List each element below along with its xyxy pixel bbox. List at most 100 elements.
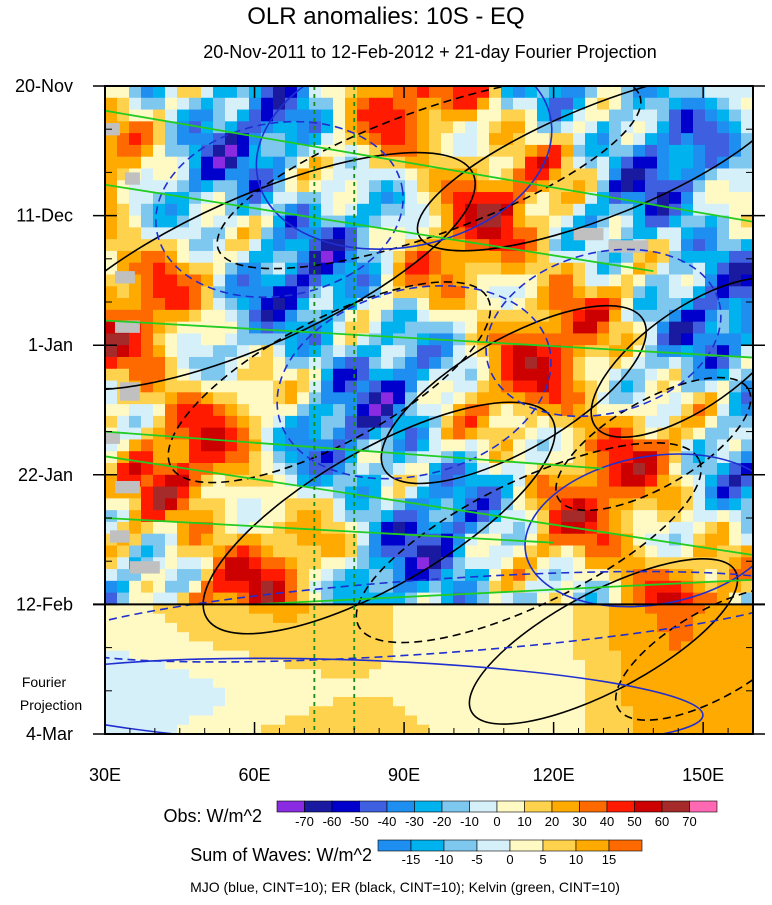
- anomaly-cell: [129, 498, 142, 511]
- anomaly-cell: [657, 380, 670, 393]
- wave-sum-cell: [405, 659, 418, 670]
- anomaly-cell: [297, 498, 310, 511]
- anomaly-cell: [345, 227, 358, 240]
- anomaly-cell: [693, 133, 706, 146]
- anomaly-cell: [441, 262, 454, 276]
- anomaly-cell: [573, 180, 586, 193]
- wave-sum-cell: [729, 706, 742, 717]
- wave-sum-cell: [285, 632, 298, 643]
- anomaly-cell: [285, 498, 298, 511]
- wave-sum-cell: [717, 659, 730, 670]
- anomaly-cell: [261, 144, 274, 158]
- anomaly-cell: [285, 345, 298, 358]
- anomaly-cell: [549, 333, 562, 346]
- wave-sum-cell: [333, 641, 346, 652]
- anomaly-cell: [117, 592, 130, 605]
- anomaly-cell: [405, 510, 418, 523]
- anomaly-cell: [537, 521, 550, 535]
- anomaly-cell: [429, 451, 442, 464]
- anomaly-cell: [381, 298, 394, 311]
- anomaly-cell: [237, 250, 250, 264]
- anomaly-cell: [657, 97, 670, 111]
- anomaly-cell: [525, 274, 538, 287]
- anomaly-cell: [249, 333, 262, 346]
- anomaly-cell: [213, 580, 226, 594]
- anomaly-cell: [237, 333, 250, 346]
- anomaly-cell: [561, 427, 574, 441]
- wave-sum-cell: [213, 687, 226, 698]
- anomaly-cell: [249, 521, 262, 535]
- anomaly-cell: [705, 510, 718, 523]
- anomaly-cell: [561, 156, 574, 170]
- anomaly-cell: [297, 203, 310, 217]
- anomaly-cell: [417, 286, 430, 299]
- anomaly-cell: [453, 192, 466, 205]
- anomaly-cell: [489, 521, 502, 535]
- colorbar-level-label: -40: [378, 814, 397, 829]
- wave-sum-cell: [657, 678, 670, 689]
- anomaly-cell: [681, 156, 694, 170]
- anomaly-cell: [501, 474, 514, 488]
- anomaly-cell: [657, 321, 670, 335]
- anomaly-cell: [105, 486, 118, 499]
- anomaly-cell: [585, 427, 598, 441]
- wave-sum-cell: [561, 715, 574, 726]
- anomaly-cell: [621, 404, 634, 417]
- wave-sum-cell: [573, 724, 586, 734]
- wave-sum-cell: [141, 613, 154, 624]
- wave-sum-cell: [321, 613, 334, 624]
- anomaly-cell: [141, 439, 154, 452]
- anomaly-cell: [681, 97, 694, 111]
- anomaly-cell: [189, 380, 202, 393]
- anomaly-cell: [477, 380, 490, 393]
- anomaly-cell: [225, 451, 238, 464]
- anomaly-cell: [297, 592, 310, 605]
- anomaly-cell: [117, 227, 130, 240]
- wave-sum-cell: [153, 632, 166, 643]
- wave-sum-cell: [585, 706, 598, 717]
- anomaly-cell: [117, 298, 130, 311]
- anomaly-cell: [381, 380, 394, 393]
- anomaly-cell: [693, 192, 706, 205]
- anomaly-cell: [201, 474, 214, 488]
- wave-sum-cell: [261, 604, 274, 615]
- anomaly-cell: [237, 498, 250, 511]
- anomaly-cell: [429, 86, 442, 99]
- anomaly-cell: [153, 368, 166, 382]
- anomaly-cell: [657, 368, 670, 382]
- anomaly-cell: [489, 580, 502, 594]
- anomaly-cell: [657, 133, 670, 146]
- anomaly-cell: [369, 392, 382, 405]
- wave-sum-cell: [645, 622, 658, 633]
- anomaly-cell: [201, 368, 214, 382]
- anomaly-cell: [477, 156, 490, 170]
- anomaly-cell: [237, 86, 250, 99]
- anomaly-cell: [621, 427, 634, 441]
- anomaly-cell: [177, 97, 190, 111]
- anomaly-cell: [705, 392, 718, 405]
- anomaly-cell: [537, 274, 550, 287]
- anomaly-cell: [681, 215, 694, 228]
- anomaly-cell: [333, 97, 346, 111]
- anomaly-cell: [321, 215, 334, 228]
- anomaly-cell: [417, 368, 430, 382]
- wave-sum-cell: [417, 669, 430, 680]
- anomaly-cell: [573, 498, 586, 511]
- obs-colorbar-label: Obs: W/m^2: [164, 806, 262, 826]
- anomaly-cell: [597, 298, 610, 311]
- anomaly-cell: [393, 486, 406, 499]
- anomaly-cell: [741, 356, 753, 370]
- anomaly-cell: [321, 274, 334, 287]
- anomaly-cell: [705, 133, 718, 146]
- anomaly-cell: [657, 474, 670, 488]
- anomaly-cell: [465, 392, 478, 405]
- wave-sum-cell: [729, 715, 742, 726]
- anomaly-cell: [165, 498, 178, 511]
- anomaly-cell: [741, 321, 753, 335]
- er-contour: [380, 304, 647, 485]
- anomaly-cell: [705, 156, 718, 170]
- wave-sum-cell: [693, 641, 706, 652]
- anomaly-cell: [525, 156, 538, 170]
- anomaly-cell: [417, 392, 430, 405]
- anomaly-cell: [297, 180, 310, 193]
